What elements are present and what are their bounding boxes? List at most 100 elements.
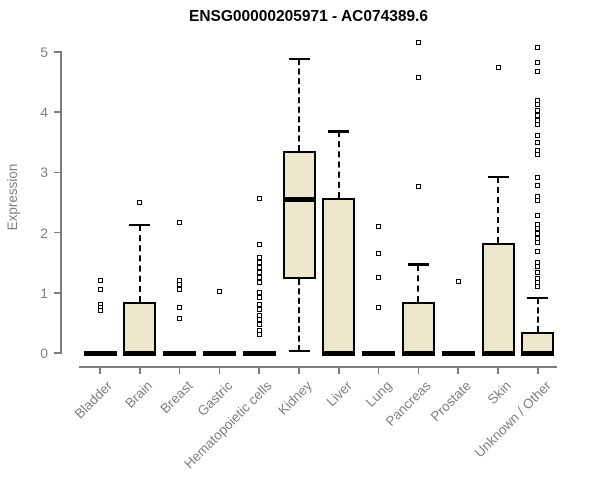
box	[282, 151, 316, 279]
outlier-point	[256, 241, 262, 247]
outlier-point	[535, 270, 541, 276]
whisker-cap	[288, 57, 310, 61]
outlier-point	[535, 139, 541, 145]
x-tick	[338, 366, 340, 374]
x-tick-label: Brain	[122, 378, 156, 411]
x-tick-label: Kidney	[274, 378, 315, 418]
outlier-point	[535, 132, 541, 138]
x-tick	[457, 366, 459, 374]
outlier-point	[97, 287, 103, 293]
x-tick	[99, 366, 101, 374]
outlier-point	[415, 40, 421, 46]
x-tick	[417, 366, 420, 374]
outlier-point	[535, 226, 541, 232]
outlier-point	[256, 280, 262, 286]
outlier-point	[455, 279, 461, 285]
outlier-point	[415, 184, 421, 190]
median-line	[242, 350, 276, 356]
outlier-point	[535, 182, 541, 188]
x-tick	[178, 366, 181, 374]
outlier-point	[376, 305, 382, 311]
outlier-point	[535, 151, 541, 157]
outlier-point	[97, 277, 103, 283]
x-axis-line	[79, 366, 557, 368]
whisker-line	[497, 177, 499, 243]
outlier-point	[256, 312, 262, 318]
outlier-point	[535, 212, 541, 218]
chart-title: ENSG00000205971 - AC074389.6	[189, 8, 428, 25]
median-line	[322, 350, 356, 356]
outlier-point	[256, 302, 262, 308]
y-tick-label: 2	[40, 224, 48, 241]
whisker-cap	[328, 130, 350, 133]
outlier-point	[97, 308, 103, 314]
outlier-point	[376, 275, 382, 281]
y-tick-label: 4	[40, 104, 48, 121]
outlier-point	[177, 282, 183, 288]
outlier-point	[535, 45, 541, 51]
outlier-point	[535, 197, 541, 203]
median-line	[123, 350, 157, 356]
outlier-point	[256, 260, 262, 266]
outlier-point	[177, 304, 183, 310]
whisker-cap	[407, 263, 429, 266]
median-line	[83, 350, 117, 356]
median-line	[481, 350, 515, 356]
x-tick-label: Bladder	[72, 378, 116, 422]
y-tick-label: 3	[40, 164, 48, 181]
whisker-line	[536, 298, 539, 332]
outlier-point	[376, 250, 382, 256]
outlier-point	[256, 195, 262, 201]
y-tick	[53, 352, 61, 354]
outlier-point	[535, 249, 541, 255]
median-line	[362, 350, 396, 356]
outlier-point	[256, 289, 262, 295]
outlier-point	[495, 64, 501, 70]
y-tick-label: 1	[40, 284, 48, 301]
outlier-point	[415, 75, 421, 81]
outlier-point	[376, 224, 382, 230]
outlier-point	[177, 315, 183, 321]
whisker-cap	[288, 349, 310, 353]
outlier-point	[535, 239, 541, 245]
whisker-cap	[487, 175, 509, 179]
outlier-point	[535, 107, 541, 113]
outlier-point	[137, 200, 143, 205]
x-tick	[537, 366, 539, 374]
median-line	[521, 350, 555, 356]
outlier-point	[256, 322, 262, 328]
whisker-cap	[527, 296, 549, 300]
outlier-point	[535, 97, 541, 103]
outlier-point	[256, 265, 262, 271]
x-tick	[139, 366, 141, 374]
outlier-point	[535, 69, 541, 75]
x-tick-label: Prostate	[427, 378, 474, 425]
median-line	[401, 350, 435, 356]
y-tick-label: 5	[40, 44, 48, 60]
x-tick	[258, 366, 260, 374]
outlier-point	[256, 270, 262, 276]
x-tick-label: Lung	[362, 378, 395, 410]
median-line	[202, 350, 236, 356]
x-tick	[218, 366, 221, 374]
y-tick-label: 0	[40, 345, 48, 361]
box	[481, 242, 515, 353]
box	[123, 301, 157, 353]
y-axis-line	[60, 51, 62, 354]
x-tick	[497, 366, 499, 374]
x-tick-label: Unknown / Other	[471, 378, 554, 461]
whisker-line	[417, 264, 420, 302]
outlier-point	[535, 283, 541, 289]
whisker-line	[337, 131, 340, 198]
y-tick	[53, 171, 61, 174]
median-line	[282, 196, 316, 202]
outlier-point	[256, 332, 262, 338]
outlier-point	[256, 327, 262, 333]
outlier-point	[535, 221, 541, 227]
outlier-point	[535, 60, 541, 66]
x-tick-label: Breast	[157, 378, 196, 417]
x-tick	[377, 366, 380, 374]
whisker-line	[298, 278, 300, 352]
